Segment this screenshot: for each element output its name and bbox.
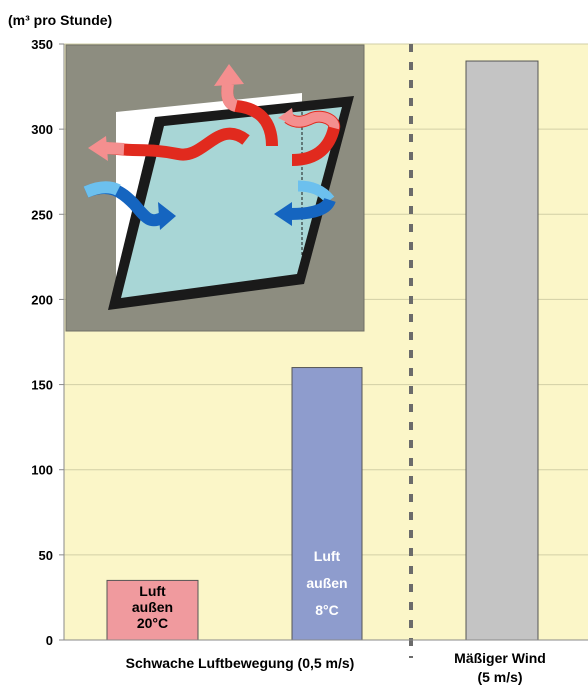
y-tick-label: 0 <box>46 633 53 648</box>
warm-air-up-arrow-icon <box>214 64 278 147</box>
axes <box>59 43 588 641</box>
bar-label: außen <box>132 599 173 615</box>
cool-air-in-arrow-icon <box>83 181 176 230</box>
y-tick-label: 50 <box>39 548 53 563</box>
bar <box>291 367 363 641</box>
bar-label: 8°C <box>315 602 339 618</box>
y-tick-label: 350 <box>31 37 53 52</box>
x-group-labels: Schwache Luftbewegung (0,5 m/s) Mäßiger W… <box>126 650 546 685</box>
bar-label: Luft <box>139 583 166 599</box>
y-tick-label: 250 <box>31 207 53 222</box>
y-axis-title: (m³ pro Stunde) <box>8 12 112 28</box>
y-tick-label: 100 <box>31 463 53 478</box>
bars <box>106 60 539 641</box>
x-group-label: Mäßiger Wind <box>454 650 546 666</box>
bar <box>465 60 539 641</box>
bar <box>106 579 199 641</box>
cool-air-right-in-arrow-icon <box>274 180 336 226</box>
x-group-label: Schwache Luftbewegung (0,5 m/s) <box>126 655 355 671</box>
y-tick-label: 300 <box>31 122 53 137</box>
bar-label: 20°C <box>137 615 168 631</box>
bar-label: außen <box>306 575 347 591</box>
y-tick-label: 150 <box>31 378 53 393</box>
warm-air-right-out-arrow-icon <box>278 108 341 166</box>
warm-air-out-arrow-icon <box>88 127 250 161</box>
tilted-window-airflow-icon <box>65 44 365 332</box>
y-tick-labels: 0 50 100 150 200 250 300 350 <box>31 37 53 648</box>
x-group-label: (5 m/s) <box>477 669 522 685</box>
y-tick-label: 200 <box>31 292 53 307</box>
bar-label: Luft <box>314 548 341 564</box>
